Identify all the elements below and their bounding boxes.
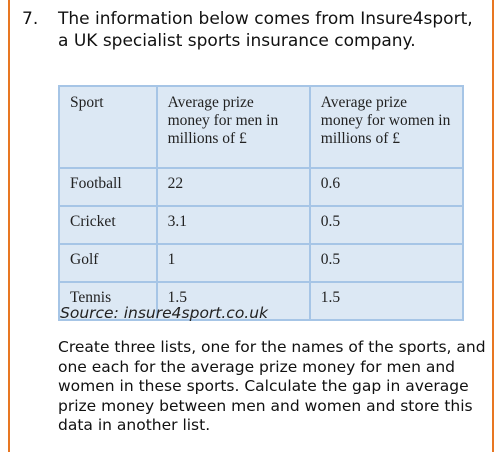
task-instructions: Create three lists, one for the names of…: [58, 338, 486, 434]
cell-sport: Football: [58, 167, 158, 207]
prize-money-table: Sport Average prize money for men in mil…: [58, 85, 465, 321]
cell-women: 0.6: [308, 167, 465, 207]
right-border-line: [492, 0, 494, 452]
question-intro: The information below comes from Insure4…: [58, 9, 473, 51]
table-header-row: Sport Average prize money for men in mil…: [58, 85, 465, 169]
header-women: Average prize money for women in million…: [308, 85, 465, 169]
cell-men: 1: [155, 243, 311, 283]
cell-sport: Tennis: [58, 281, 158, 321]
question-number: 7.: [22, 9, 39, 29]
header-men: Average prize money for men in millions …: [155, 85, 311, 169]
left-border-line: [8, 0, 10, 452]
cell-women: 1.5: [308, 281, 465, 321]
cell-women: 0.5: [308, 243, 465, 283]
header-sport: Sport: [58, 85, 158, 169]
cell-men: 22: [155, 167, 311, 207]
table-row: Tennis 1.5 1.5: [58, 281, 465, 321]
table-row: Football 22 0.6: [58, 167, 465, 207]
cell-sport: Golf: [58, 243, 158, 283]
cell-men: 1.5: [155, 281, 311, 321]
table-row: Golf 1 0.5: [58, 243, 465, 283]
cell-sport: Cricket: [58, 205, 158, 245]
cell-men: 3.1: [155, 205, 311, 245]
cell-women: 0.5: [308, 205, 465, 245]
source-citation: Source: insure4sport.co.uk: [60, 304, 269, 322]
table-row: Cricket 3.1 0.5: [58, 205, 465, 245]
